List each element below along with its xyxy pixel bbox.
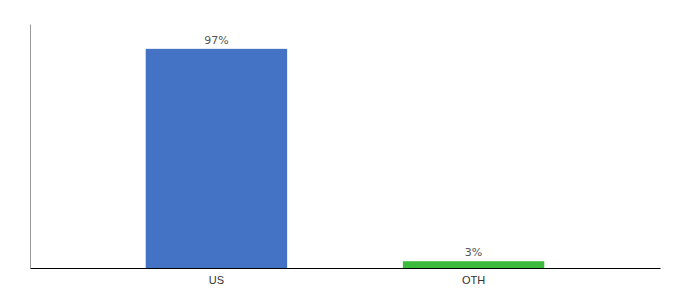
y-axis-line [30, 25, 31, 269]
x-tick-label: US [209, 274, 224, 286]
chart-container: US OTH 97% 3% [0, 0, 680, 300]
x-axis: US OTH [31, 269, 661, 287]
x-tick: US [209, 274, 224, 286]
y-axis [30, 25, 31, 269]
bar [403, 261, 544, 268]
x-tick-label: OTH [462, 274, 485, 286]
chart-svg: US OTH 97% 3% [0, 0, 680, 300]
bar [146, 49, 287, 268]
x-tick: OTH [462, 274, 485, 286]
data-label: 97% [204, 34, 228, 47]
data-labels: 97% 3% [204, 34, 482, 259]
x-axis-line [31, 268, 661, 269]
data-label: 3% [465, 246, 482, 259]
bars [146, 49, 545, 268]
plot-area: US OTH 97% 3% [31, 25, 661, 287]
